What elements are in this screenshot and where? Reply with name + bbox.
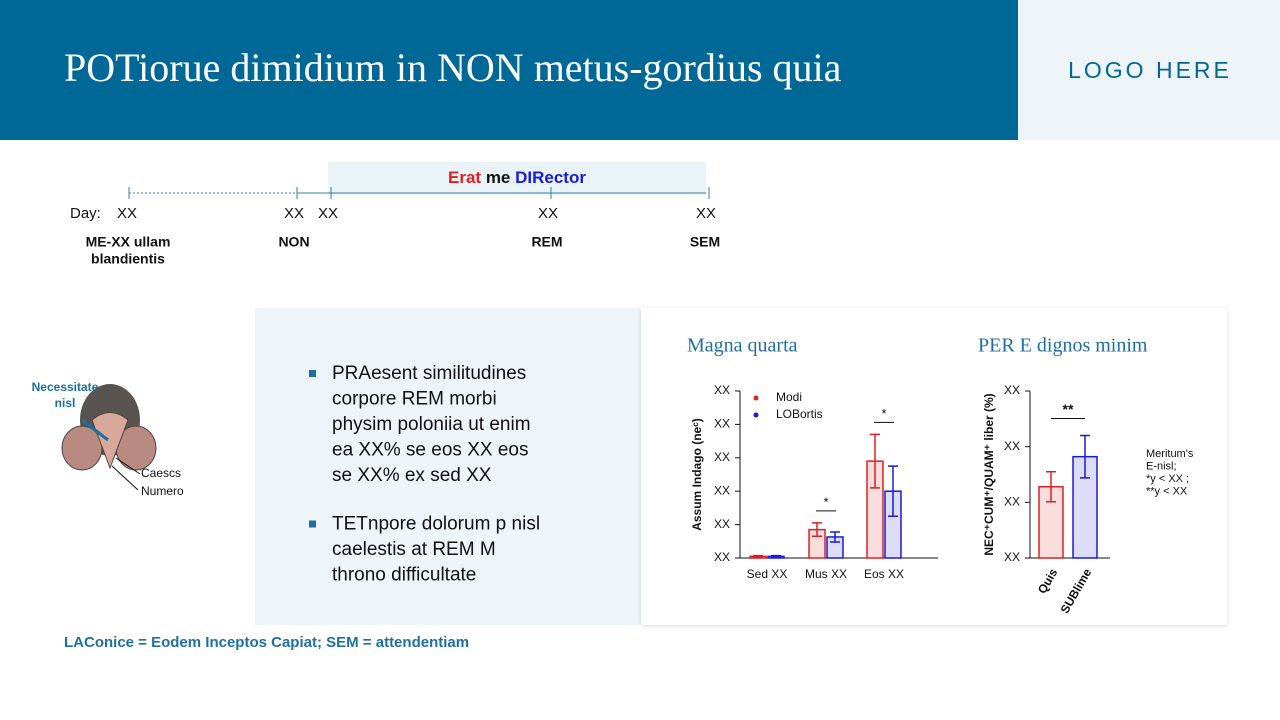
error-bar <box>812 522 822 538</box>
mouse-label: Necessitate <box>32 380 99 394</box>
y-tick-label: XX <box>714 417 730 431</box>
legend-label: Modi <box>776 390 802 404</box>
bullet-text: PRAesent similitudines <box>332 363 526 384</box>
error-bar <box>830 531 840 543</box>
error-bar <box>753 554 763 558</box>
y-tick-label: XX <box>714 483 730 497</box>
bullet-text: TETnpore dolorum p nisl <box>332 514 540 535</box>
banner-part: Erat <box>448 168 481 187</box>
x-tick-label: Sed XX <box>747 567 788 581</box>
y-tick-label: XX <box>714 550 730 564</box>
legend-marker <box>753 395 759 401</box>
x-tick-label: Mus XX <box>805 567 847 581</box>
x-tick-label: Eos XX <box>864 567 904 581</box>
error-bar <box>1080 434 1090 479</box>
footnote: LAConice = Eodem Inceptos Capiat; SEM = … <box>64 634 469 651</box>
chart-card <box>641 308 1227 625</box>
y-axis-label: NEC⁺CUM⁺/QUAM⁺ liber (%) <box>982 393 996 555</box>
bullet-text: caelestis at REM M <box>332 539 496 560</box>
error-bar <box>870 433 880 489</box>
timeline-label: SEM <box>690 234 720 250</box>
timeline-label: REM <box>531 234 562 250</box>
mouse-label: nisl <box>55 396 76 410</box>
mouse-part: Caescs <box>141 466 181 480</box>
y-tick-label: XX <box>1004 383 1020 397</box>
bullet-text: throno difficultate <box>332 565 476 586</box>
chart-note: *y < XX ; <box>1146 473 1189 485</box>
timeline-tick-label: XX <box>117 205 137 222</box>
timeline-label: ME-XX ullam <box>86 234 171 250</box>
logo: LOGO HERE <box>1068 57 1232 83</box>
day-label: Day: <box>70 205 101 222</box>
bullet-text: physim poloniia ut enim <box>332 414 531 435</box>
legend-label: LOBortis <box>776 407 823 421</box>
mouse-icon <box>61 384 157 491</box>
y-tick-label: XX <box>1004 495 1020 509</box>
header-band <box>0 0 1018 140</box>
timeline-label: blandientis <box>91 251 165 267</box>
legend-marker <box>753 412 759 418</box>
timeline-banner <box>328 162 706 195</box>
title: POTiorue dimidium in NON metus-gordius q… <box>64 45 842 90</box>
timeline-tick-label: XX <box>318 205 338 222</box>
text-panel <box>255 308 641 625</box>
banner-part: me <box>481 168 515 187</box>
bullet-marker <box>309 370 316 377</box>
error-bar <box>888 465 898 517</box>
y-axis-label: Assum Indago (neᶜ) <box>690 418 704 531</box>
chart-note: Meritum's <box>1146 448 1194 460</box>
chart-title: PER E dignos minim <box>978 335 1148 357</box>
bullet-text: se XX% ex sed XX <box>332 465 492 486</box>
y-tick-label: XX <box>714 383 730 397</box>
timeline-label: NON <box>278 234 309 250</box>
error-bar <box>1046 470 1056 503</box>
banner-part: DIRector <box>515 168 586 187</box>
y-tick-label: XX <box>1004 550 1020 564</box>
bullet-text: corpore REM morbi <box>332 389 497 410</box>
error-bar <box>771 554 781 558</box>
timeline-banner-text: Erat me DIRector <box>448 168 586 187</box>
significance: ** <box>1063 401 1074 417</box>
timeline-tick-label: XX <box>696 205 716 222</box>
chart-note: **y < XX <box>1146 485 1188 497</box>
mouse-part: Numero <box>141 484 184 498</box>
y-tick-label: XX <box>1004 439 1020 453</box>
timeline-tick-label: XX <box>538 205 558 222</box>
timeline-tick-label: XX <box>284 205 304 222</box>
logo-band <box>1018 0 1280 140</box>
chart-title: Magna quarta <box>687 335 798 357</box>
significance: * <box>881 406 886 421</box>
y-tick-label: XX <box>714 450 730 464</box>
bullet-marker <box>309 520 316 528</box>
y-tick-label: XX <box>714 517 730 531</box>
significance: * <box>823 494 828 509</box>
bullet-text: ea XX% se eos XX eos <box>332 440 528 461</box>
chart-note: E-nisl; <box>1146 460 1177 472</box>
